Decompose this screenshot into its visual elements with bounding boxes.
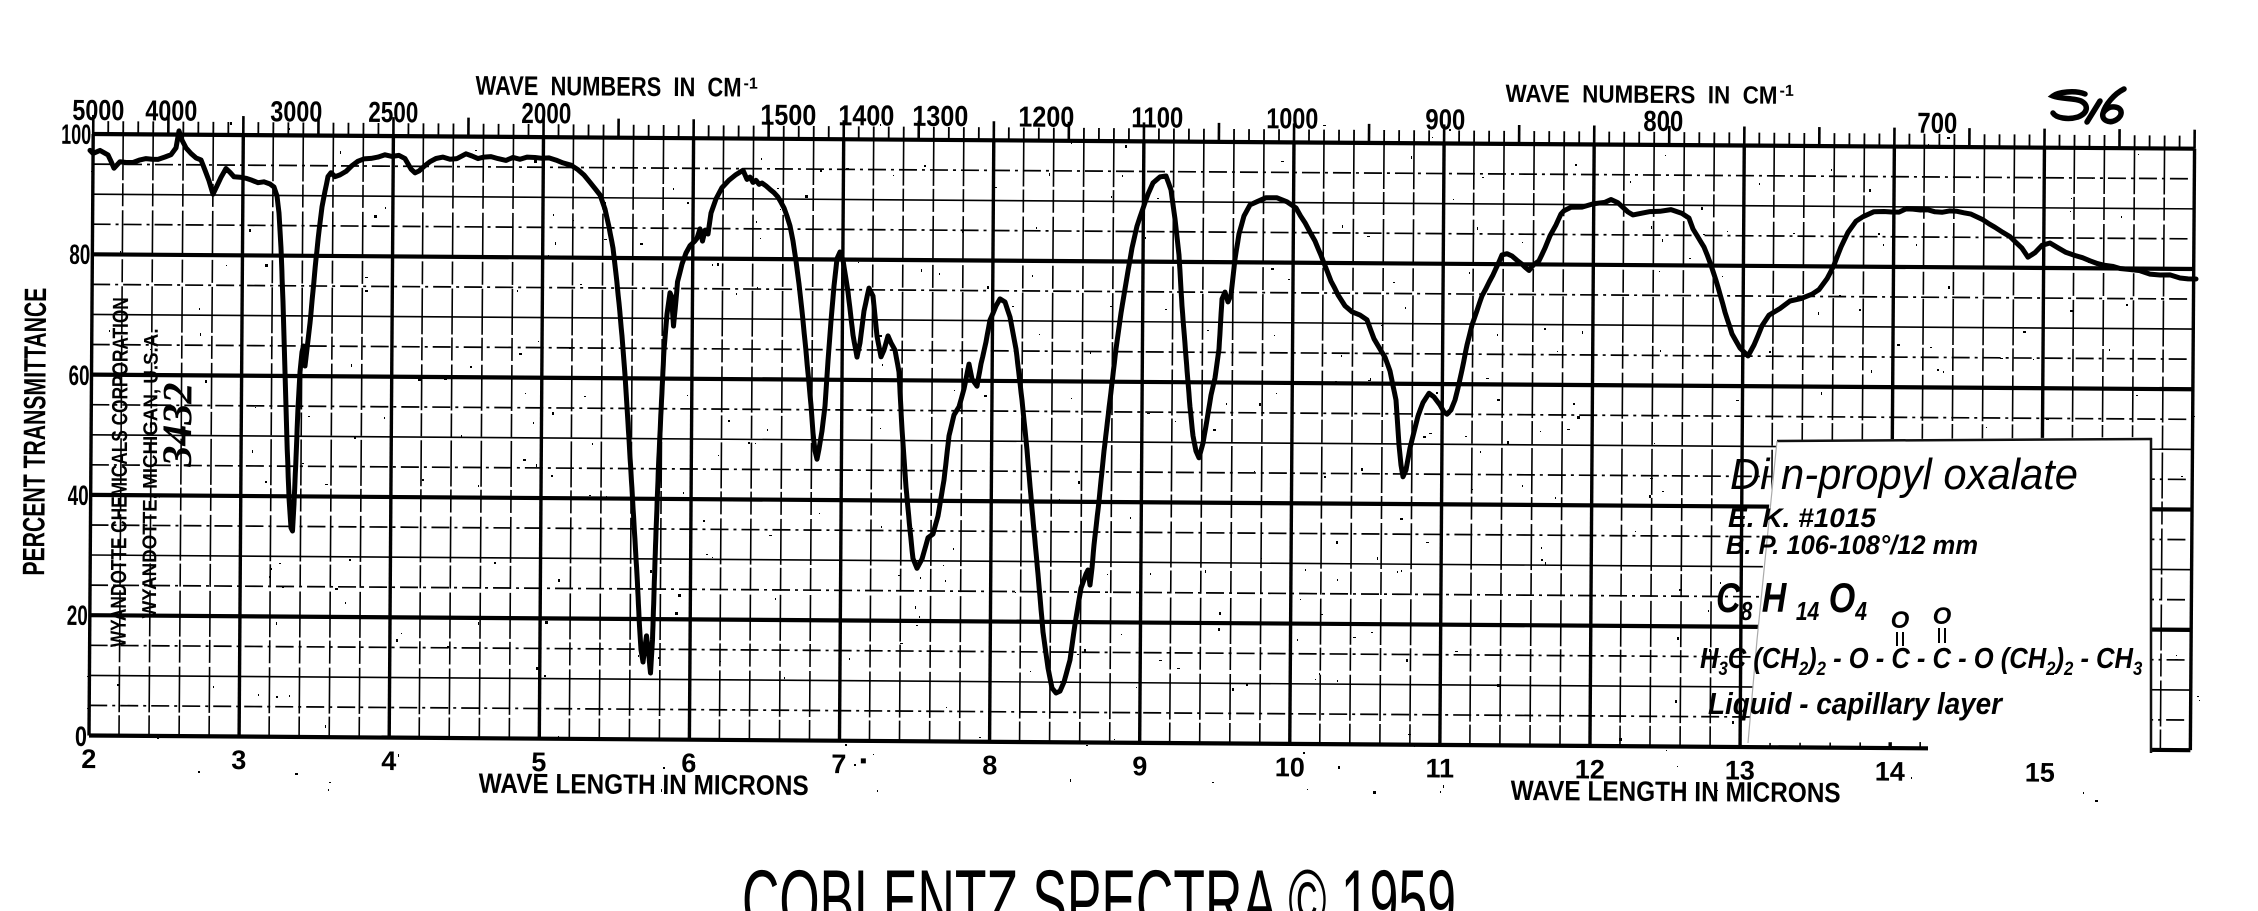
svg-text:5: 5 bbox=[531, 747, 546, 777]
svg-text:5000: 5000 bbox=[72, 95, 124, 127]
svg-text:1300: 1300 bbox=[912, 101, 968, 133]
svg-text:8: 8 bbox=[982, 750, 997, 780]
svg-text:WAVE LENGTH IN MICRONS: WAVE LENGTH IN MICRONS bbox=[479, 768, 809, 801]
svg-text:1200: 1200 bbox=[1018, 101, 1074, 133]
svg-text:COBLENTZ SPECTRA © 1959: COBLENTZ SPECTRA © 1959 bbox=[742, 853, 1456, 911]
svg-text:20: 20 bbox=[67, 600, 88, 631]
svg-text:O: O bbox=[1933, 603, 1952, 630]
svg-text:60: 60 bbox=[68, 360, 89, 391]
svg-text:-1: -1 bbox=[744, 76, 758, 93]
svg-text:WYANDOTTE CHEMICALS CORPORATIO: WYANDOTTE CHEMICALS CORPORATION bbox=[106, 297, 133, 647]
svg-text:2: 2 bbox=[81, 744, 96, 774]
svg-text:Liquid - capillary layer: Liquid - capillary layer bbox=[1708, 686, 2004, 721]
svg-text:4: 4 bbox=[381, 746, 396, 776]
svg-text:WYANDOTTE, MICHIGAN, U.S.A.: WYANDOTTE, MICHIGAN, U.S.A. bbox=[139, 328, 163, 618]
svg-text:PERCENT TRANSMITTANCE: PERCENT TRANSMITTANCE bbox=[16, 287, 53, 575]
svg-text:WAVE LENGTH IN MICRONS: WAVE LENGTH IN MICRONS bbox=[1511, 775, 1841, 808]
svg-text:3000: 3000 bbox=[270, 96, 322, 128]
svg-text:1400: 1400 bbox=[838, 100, 894, 132]
svg-text:80: 80 bbox=[69, 239, 90, 270]
svg-text:1500: 1500 bbox=[760, 100, 816, 132]
svg-text:3432: 3432 bbox=[155, 382, 202, 467]
svg-text:6: 6 bbox=[681, 748, 696, 778]
svg-text:3: 3 bbox=[231, 745, 246, 775]
svg-text:900: 900 bbox=[1425, 104, 1465, 136]
svg-text:2000: 2000 bbox=[521, 98, 571, 130]
svg-text:800: 800 bbox=[1643, 106, 1683, 138]
svg-text:-1: -1 bbox=[1779, 83, 1793, 100]
svg-text:E. K. #1015: E. K. #1015 bbox=[1728, 503, 1877, 533]
svg-text:12: 12 bbox=[1575, 754, 1605, 784]
svg-text:C8 H 14 O4: C8 H 14 O4 bbox=[1716, 575, 1867, 627]
svg-text:10: 10 bbox=[1275, 752, 1305, 782]
svg-text:WAVE NUMBERS IN CM: WAVE NUMBERS IN CM bbox=[1505, 80, 1777, 110]
svg-text:14: 14 bbox=[1875, 756, 1905, 786]
svg-text:0: 0 bbox=[75, 721, 87, 752]
svg-text:40: 40 bbox=[68, 480, 89, 511]
svg-text:2500: 2500 bbox=[368, 97, 418, 129]
svg-text:13: 13 bbox=[1725, 755, 1755, 785]
svg-text:15: 15 bbox=[2025, 758, 2055, 788]
svg-text:9: 9 bbox=[1132, 751, 1147, 781]
svg-text:4000: 4000 bbox=[145, 95, 197, 127]
svg-text:11: 11 bbox=[1425, 753, 1454, 783]
svg-text:WAVE NUMBERS IN CM: WAVE NUMBERS IN CM bbox=[475, 71, 741, 103]
svg-text:1100: 1100 bbox=[1131, 102, 1183, 134]
svg-text:700: 700 bbox=[1917, 108, 1957, 140]
svg-text:100: 100 bbox=[61, 119, 91, 150]
svg-text:H3C (CH2)2 - O - C - C - O (CH: H3C (CH2)2 - O - C - C - O (CH2)2 - CH3 bbox=[1700, 641, 2142, 679]
svg-text:O: O bbox=[1891, 607, 1910, 634]
svg-text:7: 7 bbox=[831, 749, 846, 779]
svg-text:Di n-propyl oxalate: Di n-propyl oxalate bbox=[1730, 450, 2078, 499]
svg-text:B. P. 106-108°/12 mm: B. P. 106-108°/12 mm bbox=[1726, 530, 1978, 560]
svg-text:1000: 1000 bbox=[1266, 103, 1318, 135]
